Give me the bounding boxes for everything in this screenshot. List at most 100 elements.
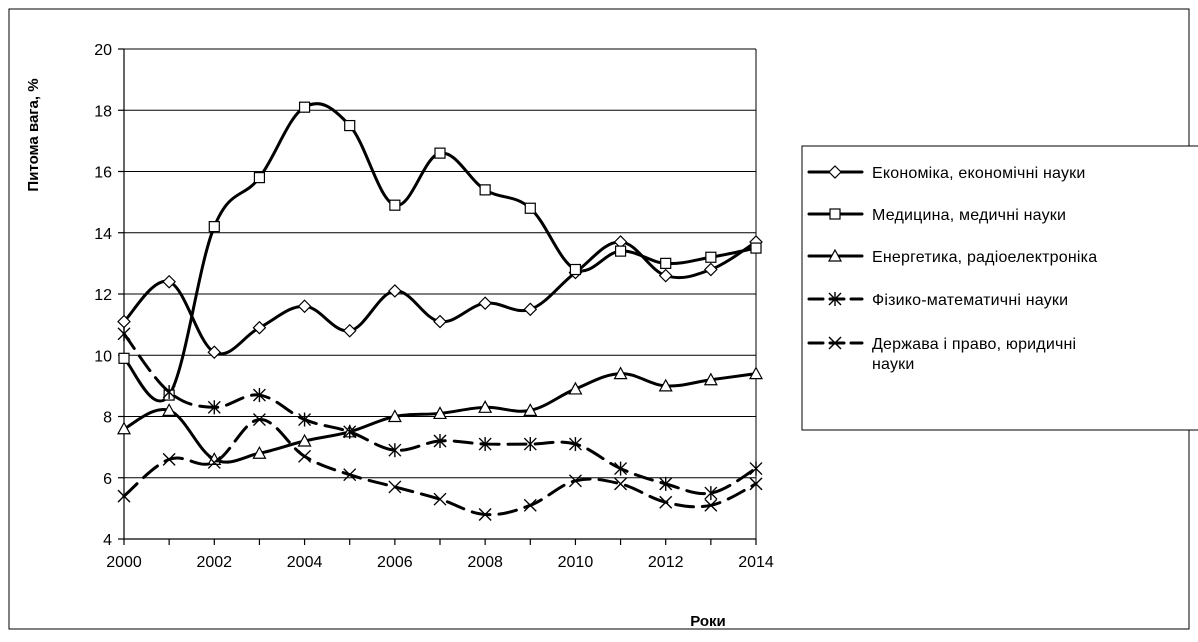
series-asterisk: [117, 326, 763, 501]
data-point-x: [207, 455, 221, 469]
x-tick-label: 2006: [377, 554, 413, 571]
y-tick-label: 10: [94, 348, 112, 365]
y-tick-label: 8: [103, 410, 112, 427]
x-tick-label: 2010: [558, 554, 594, 571]
x-tick-label: 2002: [196, 554, 232, 571]
x-tick-label: 2012: [648, 554, 684, 571]
series-square: [118, 101, 762, 403]
data-point-triangle: [252, 445, 267, 459]
legend-item-asterisk: Фізико-математичні науки: [807, 292, 1068, 309]
data-point-triangle: [478, 400, 493, 413]
data-point-x: [433, 492, 447, 506]
data-point-asterisk: [749, 461, 763, 476]
data-point-diamond: [523, 302, 538, 317]
data-point-x: [478, 508, 492, 521]
legend-label: Медицина, медичні науки: [872, 207, 1066, 224]
series-triangle: [116, 366, 764, 465]
data-point-x: [343, 468, 357, 482]
data-point-diamond: [252, 320, 267, 335]
legend-marker-x: [828, 336, 842, 350]
legend-marker-square: [829, 208, 841, 220]
legend-marker-diamond: [828, 165, 842, 179]
data-point-triangle: [162, 403, 177, 416]
data-point-triangle: [703, 372, 718, 386]
data-point-square: [750, 242, 762, 254]
data-point-asterisk: [207, 400, 221, 415]
data-point-square: [298, 101, 311, 113]
data-point-square: [208, 221, 220, 233]
data-point-square: [705, 251, 717, 263]
data-point-asterisk: [614, 461, 628, 476]
legend-marker-triangle: [827, 248, 843, 262]
data-point-square: [569, 263, 582, 276]
data-point-diamond: [658, 268, 673, 283]
series-x: [117, 413, 763, 521]
axes: 4 6 8 10 12 14 16 18 20 2000 2002 2004 2006 2008 2010 2…: [94, 42, 774, 571]
data-point-asterisk: [298, 412, 312, 427]
data-point-x: [117, 489, 131, 503]
data-point-triangle: [387, 409, 402, 423]
legend-item-x: Держава і право, юридичні науки: [807, 336, 1076, 373]
data-point-diamond: [162, 274, 176, 289]
series-diamond: [117, 235, 763, 360]
legend-item-diamond: Економіка, економічні науки: [807, 165, 1085, 182]
data-point-square: [389, 199, 401, 211]
data-point-triangle: [658, 378, 673, 392]
data-point-square: [660, 257, 672, 269]
data-point-asterisk: [433, 434, 447, 448]
data-point-square: [118, 352, 130, 364]
legend-label: Енергетика, радіоелектроніка: [872, 249, 1097, 266]
legend-frame: [801, 145, 1198, 431]
y-tick-label: 14: [94, 226, 112, 243]
data-point-asterisk: [162, 385, 176, 399]
data-point-triangle: [297, 433, 312, 447]
data-point-square: [479, 184, 491, 196]
data-point-square: [614, 245, 627, 257]
data-point-x: [388, 480, 402, 494]
x-tick-label: 2008: [467, 554, 503, 571]
data-point-x: [568, 474, 582, 488]
legend-item-triangle: Енергетика, радіоелектроніка: [807, 248, 1097, 266]
data-point-x: [659, 495, 673, 509]
data-point-x: [523, 498, 537, 512]
data-point-triangle: [523, 403, 538, 416]
grid-lines: [124, 48, 757, 539]
data-point-asterisk: [659, 476, 673, 491]
y-tick-label: 4: [103, 532, 112, 549]
data-point-triangle: [116, 421, 132, 435]
data-point-triangle: [748, 366, 764, 380]
data-point-asterisk: [568, 437, 582, 452]
series-line-square: [122, 102, 758, 403]
data-point-square: [344, 119, 356, 132]
x-tick-label: 2004: [287, 554, 323, 571]
data-point-square: [524, 202, 536, 214]
y-tick-label: 16: [94, 165, 112, 182]
data-point-square: [253, 172, 266, 184]
data-point-asterisk: [343, 424, 357, 439]
data-point-x: [162, 452, 176, 466]
data-point-diamond: [388, 284, 402, 298]
data-point-diamond: [342, 323, 357, 338]
legend-label: Фізико-математичні науки: [872, 292, 1068, 309]
x-axis-title: Роки: [690, 613, 726, 630]
y-axis-title: Питома вага, %: [25, 78, 42, 191]
data-point-triangle: [568, 381, 583, 395]
x-tick-label: 2000: [106, 554, 142, 571]
y-tick-label: 18: [94, 103, 112, 120]
data-point-square: [434, 147, 446, 159]
data-point-x: [298, 449, 312, 463]
y-tick-label: 12: [94, 287, 112, 304]
legend-marker-asterisk: [828, 292, 842, 306]
data-point-asterisk: [478, 437, 492, 452]
data-point-x: [252, 413, 266, 427]
x-tick-label: 2014: [738, 554, 774, 571]
data-point-asterisk: [252, 388, 266, 403]
data-point-diamond: [297, 299, 312, 314]
y-tick-label: 20: [94, 42, 112, 59]
data-point-triangle: [613, 366, 628, 380]
legend: Економіка, економічні науки Медицина, мед…: [801, 145, 1198, 431]
data-point-asterisk: [523, 437, 537, 452]
data-point-asterisk: [388, 443, 402, 458]
legend-label: Держава і право, юридичні науки: [872, 336, 1076, 373]
